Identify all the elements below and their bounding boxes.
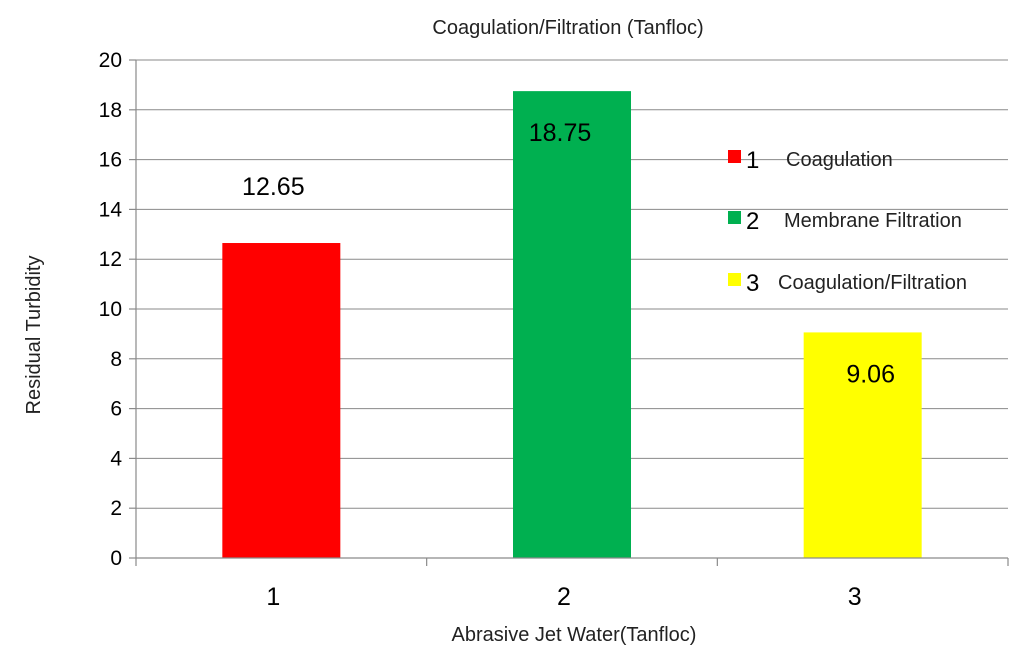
y-tick-label: 10 [99,298,122,321]
y-tick-label: 16 [99,149,122,172]
bar-3 [803,332,922,558]
y-axis-ticks: 0 2 4 6 8 10 12 14 16 18 20 [99,49,136,570]
y-tick-label: 14 [99,198,123,221]
legend-swatch [728,150,741,163]
legend-label: Coagulation/Filtration [778,272,967,294]
x-axis-ticks: 1 2 3 [266,583,861,611]
legend-number: 1 [746,147,759,174]
y-tick-label: 12 [99,248,122,271]
legend-label: Membrane Filtration [784,210,962,232]
legend-swatch [728,273,741,286]
data-label: 9.06 [846,360,895,388]
legend-swatch [728,211,741,224]
data-labels: 12.65 18.75 9.06 [242,119,895,388]
y-tick-label: 8 [110,348,122,371]
chart-title: Coagulation/Filtration (Tanfloc) [432,17,703,39]
y-axis-label: Residual Turbidity [23,256,45,415]
bar-2 [513,91,631,558]
legend: 1 Coagulation 2 Membrane Filtration 3 Coagula… [728,147,967,297]
x-axis-label: Abrasive Jet Water(Tanfloc) [452,624,697,646]
bars [222,91,922,558]
x-tick-label: 1 [266,583,280,611]
y-tick-label: 0 [110,547,122,570]
y-tick-label: 4 [110,447,122,470]
legend-number: 3 [746,270,759,297]
x-tick-label: 2 [557,583,571,611]
data-label: 12.65 [242,173,305,201]
data-label: 18.75 [529,119,592,147]
y-tick-label: 2 [110,497,122,520]
y-tick-label: 20 [99,49,122,72]
legend-label: Coagulation [786,149,893,171]
legend-number: 2 [746,208,759,235]
y-tick-label: 18 [99,99,122,122]
x-tick-label: 3 [848,583,862,611]
bar-1 [222,243,341,558]
y-tick-label: 6 [110,398,122,421]
axes [135,60,1009,566]
